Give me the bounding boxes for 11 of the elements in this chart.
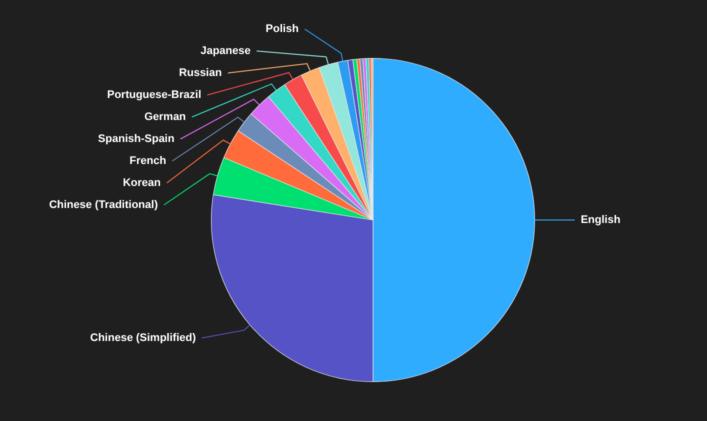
slice-label: Portuguese-Brazil <box>107 89 202 102</box>
slice-label: Polish <box>266 23 299 36</box>
slice-label: English <box>580 214 621 226</box>
slice-label: Japanese <box>200 45 251 58</box>
slice-label: French <box>130 155 166 168</box>
slice-label: Spanish-Spain <box>98 133 175 146</box>
slice-label: Chinese (Traditional) <box>49 199 158 212</box>
slice-label: German <box>144 111 186 124</box>
slice-label: Russian <box>179 67 222 80</box>
slice-label: Chinese (Simplified) <box>90 332 196 344</box>
slice-label: Korean <box>122 177 162 190</box>
